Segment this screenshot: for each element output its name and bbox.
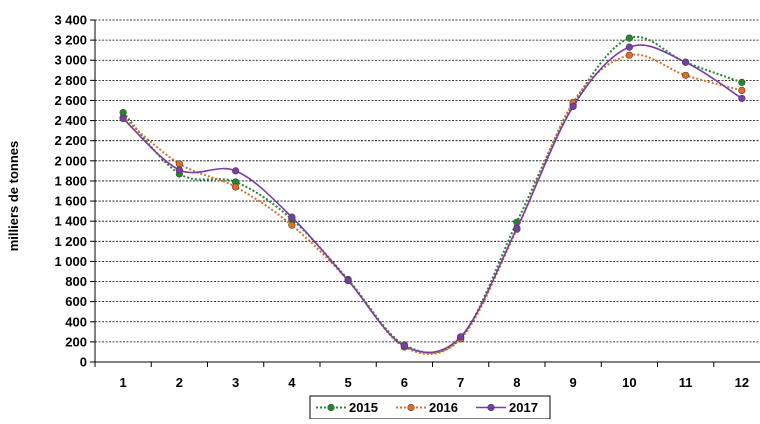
series-line: [122, 44, 743, 354]
x-tick-label: 12: [735, 375, 749, 390]
y-tick-label: 600: [65, 294, 87, 309]
data-point: [625, 51, 633, 59]
y-tick-label: 3 400: [54, 13, 87, 28]
x-tick-label: 4: [288, 375, 296, 390]
data-point: [232, 183, 240, 191]
series-2016: [119, 51, 746, 356]
data-point: [288, 221, 296, 229]
x-tick-label: 5: [345, 375, 352, 390]
y-tick-label: 2 800: [54, 73, 87, 88]
y-axis-title: milliers de tonnes: [6, 141, 21, 252]
y-tick-label: 3 200: [54, 33, 87, 48]
data-point: [625, 34, 633, 42]
y-tick-label: 1 800: [54, 173, 87, 188]
legend: 2015 2016 2017: [309, 395, 551, 420]
data-point: [569, 102, 577, 111]
series-line: [122, 53, 743, 356]
y-tick-label: 1 200: [54, 234, 87, 249]
y-tick-label: 3 000: [54, 53, 87, 68]
x-tick-label: 6: [401, 375, 408, 390]
y-tick-label: 2 000: [54, 153, 87, 168]
series-2017: [119, 43, 746, 354]
data-point: [738, 78, 746, 86]
x-tick-label: 9: [570, 375, 577, 390]
x-tick-label: 11: [679, 375, 693, 390]
legend-label-2015: 2015: [349, 400, 378, 415]
data-point: [682, 71, 690, 79]
y-tick-label: 2 600: [54, 93, 87, 108]
series-line: [122, 35, 743, 354]
data-point: [457, 333, 465, 341]
y-tick-label: 1 600: [54, 194, 87, 209]
series-2015: [119, 34, 746, 354]
legend-marker-2016: [407, 403, 415, 412]
x-tick-label: 2: [176, 375, 183, 390]
legend-marker-2015: [327, 403, 335, 412]
data-point: [344, 276, 352, 285]
data-point: [288, 213, 296, 221]
x-tick-label: 8: [513, 375, 520, 390]
y-tick-label: 0: [80, 355, 87, 370]
x-tick-label: 1: [120, 375, 127, 390]
data-point: [119, 114, 127, 123]
y-tick-label: 1 400: [54, 214, 87, 229]
data-point: [400, 342, 408, 350]
y-tick-label: 1 000: [54, 254, 87, 269]
data-point: [175, 160, 183, 168]
y-tick-label: 200: [65, 334, 87, 349]
data-point: [738, 94, 746, 103]
data-point: [625, 43, 633, 51]
legend-marker-2017: [487, 403, 495, 412]
data-point: [175, 166, 183, 174]
legend-label-2017: 2017: [509, 400, 538, 415]
data-point: [513, 224, 521, 232]
y-tick-label: 400: [65, 314, 87, 329]
x-tick-label: 3: [232, 375, 239, 390]
x-tick-label: 7: [457, 375, 464, 390]
data-point: [682, 58, 690, 66]
y-tick-label: 2 200: [54, 133, 87, 148]
y-tick-label: 2 400: [54, 113, 87, 128]
y-tick-label: 800: [65, 274, 87, 289]
x-tick-label: 10: [622, 375, 636, 390]
legend-label-2016: 2016: [429, 400, 458, 415]
data-point: [232, 167, 240, 175]
data-point: [738, 86, 746, 95]
